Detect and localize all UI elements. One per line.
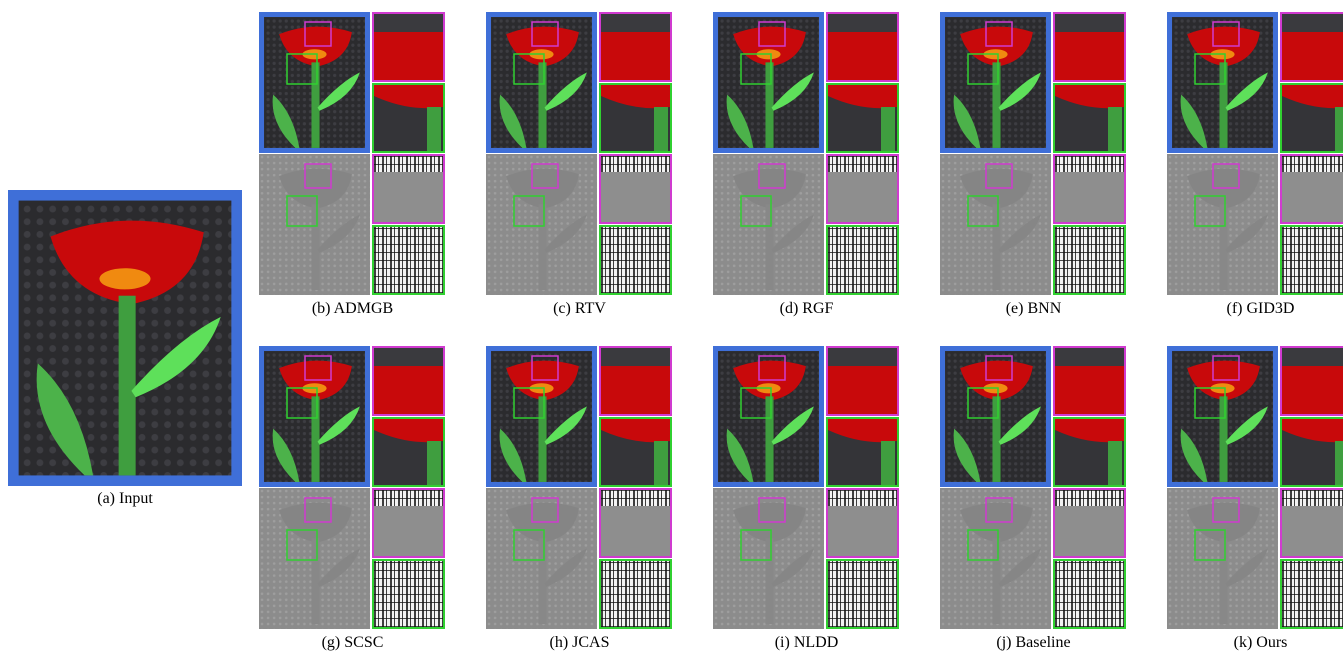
result-panel [259,12,446,295]
caption: (d) RGF [703,300,910,318]
result-panel [713,346,900,629]
caption: (h) JCAS [476,634,683,652]
caption: (k) Ours [1157,634,1343,652]
result-panel [940,12,1127,295]
caption: (g) SCSC [249,634,456,652]
result-panel [486,346,673,629]
result-panel [259,346,446,629]
caption: (f) GID3D [1157,300,1343,318]
caption: (i) NLDD [703,634,910,652]
result-panel [486,12,673,295]
figure: (a) Input (b) ADMGB (c) RTV (d) RGF (e) BNN… [0,0,1343,658]
caption: (c) RTV [476,300,683,318]
caption: (b) ADMGB [249,300,456,318]
caption: (e) BNN [930,300,1137,318]
input-image [8,190,242,486]
result-panel [1167,346,1343,629]
caption: (a) Input [8,490,242,508]
result-panel [713,12,900,295]
result-panel [940,346,1127,629]
result-panel [1167,12,1343,295]
caption: (j) Baseline [930,634,1137,652]
